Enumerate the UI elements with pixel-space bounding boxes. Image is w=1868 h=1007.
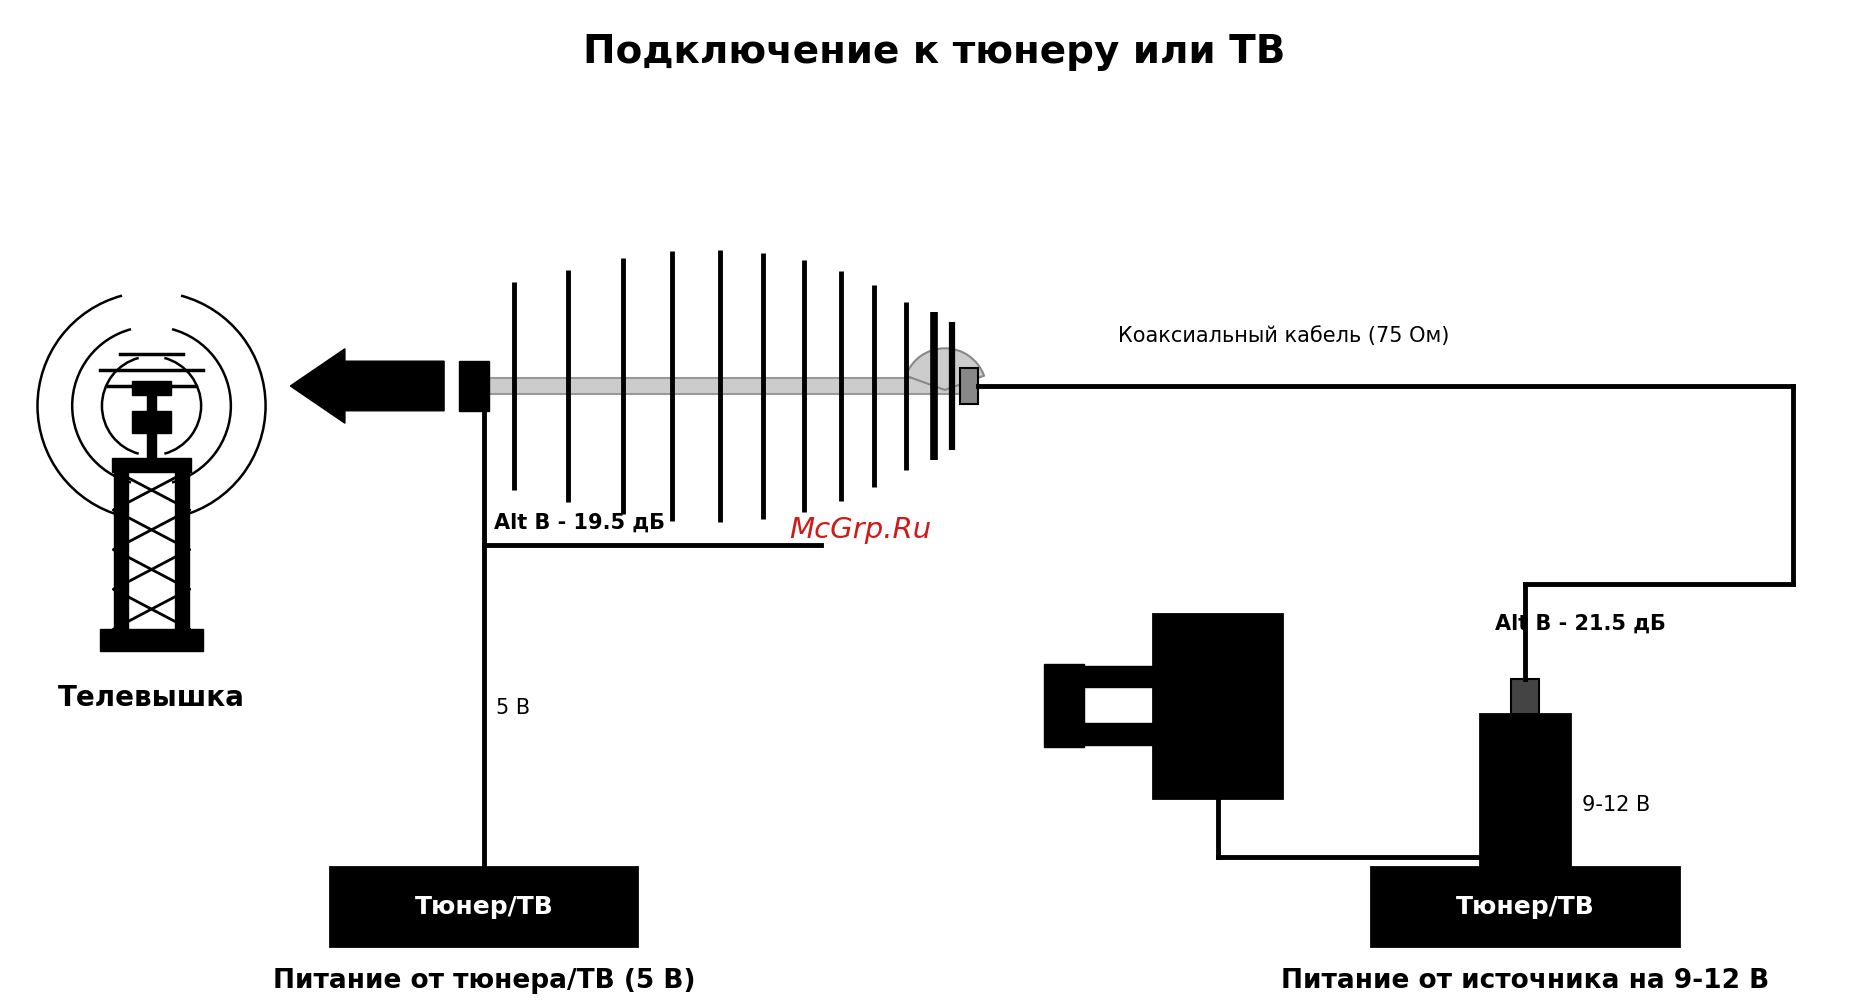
Bar (331, 867, 637, 947)
Bar (146, 391, 157, 460)
Text: Тюнер/ТВ: Тюнер/ТВ (415, 894, 553, 918)
Text: Телевышка: Телевышка (58, 685, 245, 712)
Bar (1080, 723, 1158, 745)
Bar (1371, 867, 1679, 947)
Bar (114, 470, 127, 631)
Bar (176, 470, 189, 631)
Bar (1080, 666, 1158, 688)
Bar (1481, 714, 1569, 897)
Bar (112, 458, 191, 472)
Bar (101, 629, 204, 651)
Bar (1044, 664, 1083, 747)
Text: Питание от источника на 9-12 В: Питание от источника на 9-12 В (1281, 968, 1769, 994)
Text: Тюнер/ТВ: Тюнер/ТВ (1455, 894, 1595, 918)
FancyArrow shape (290, 348, 445, 423)
Bar (133, 381, 172, 395)
Text: 5 В: 5 В (495, 698, 531, 718)
Wedge shape (906, 348, 984, 390)
Text: 9-12 В: 9-12 В (1582, 796, 1649, 816)
Text: Коаксиальный кабель (75 Ом): Коаксиальный кабель (75 Ом) (1119, 326, 1450, 346)
Bar (133, 411, 172, 433)
Bar (1153, 614, 1281, 798)
Bar (460, 362, 489, 411)
Text: Alt B - 19.5 дБ: Alt B - 19.5 дБ (493, 513, 665, 533)
Text: McGrp.Ru: McGrp.Ru (790, 516, 932, 544)
Bar (960, 369, 977, 404)
Text: Alt B - 21.5 дБ: Alt B - 21.5 дБ (1494, 614, 1666, 634)
Text: Питание от тюнера/ТВ (5 В): Питание от тюнера/ТВ (5 В) (273, 968, 695, 994)
Bar (463, 378, 960, 394)
Text: Подключение к тюнеру или ТВ: Подключение к тюнеру или ТВ (583, 33, 1285, 70)
Bar (1511, 679, 1539, 714)
